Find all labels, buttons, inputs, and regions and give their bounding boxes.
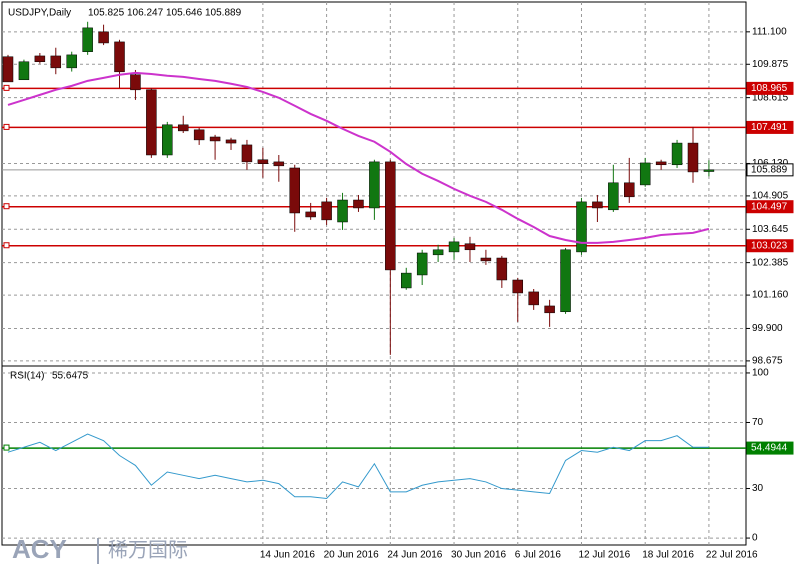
candle-body <box>162 124 173 156</box>
candle-body <box>130 74 141 91</box>
candle-body <box>321 201 332 221</box>
level-marker <box>3 84 10 91</box>
candle-body <box>66 54 77 69</box>
candle-body <box>114 41 125 73</box>
level-label: 104.497 <box>751 201 788 212</box>
header-ohlc: 105.889 <box>205 8 242 19</box>
candle-body <box>369 161 380 209</box>
y-tick-label: 98.675 <box>752 356 783 367</box>
header-ohlc: 105.825 <box>88 8 125 19</box>
x-tick-label: 12 Jul 2016 <box>578 550 630 561</box>
header-ohlc: 106.247 <box>127 8 164 19</box>
candle-body <box>496 257 508 281</box>
candle-body <box>146 89 157 156</box>
x-tick-label: 18 Jul 2016 <box>642 550 694 561</box>
header-ohlc: 105.646 <box>166 8 203 19</box>
rsi-line <box>7 433 709 499</box>
candle-body <box>703 169 715 172</box>
logo-cn: 稀万国际 <box>108 538 188 561</box>
candle-body <box>671 142 683 166</box>
plot-frame <box>1 1 747 546</box>
candle-body <box>289 167 300 214</box>
candle-body <box>687 142 699 173</box>
y-tick-label: 99.900 <box>752 323 783 334</box>
candle-body <box>528 291 539 306</box>
y-tick-label: 111.100 <box>752 26 787 37</box>
candle-body <box>225 139 237 144</box>
y-tick-label: 70 <box>752 417 764 428</box>
level-label-box <box>746 441 794 455</box>
candle-body <box>512 279 524 294</box>
level-label: 108.965 <box>751 83 788 94</box>
candle-body <box>655 161 667 166</box>
level-label-box <box>746 163 794 177</box>
rsi-current: 55.6475 <box>52 371 89 382</box>
level-marker <box>3 242 10 249</box>
level-marker <box>3 203 10 210</box>
candle-body <box>241 144 253 163</box>
level-label: 107.491 <box>751 122 788 133</box>
y-tick-label: 101.160 <box>752 290 789 301</box>
candle-body <box>432 249 444 256</box>
level-label-box <box>746 239 794 253</box>
y-tick-label: 102.385 <box>752 257 789 268</box>
candle-body <box>608 182 619 211</box>
candle-body <box>576 201 587 253</box>
candle-body <box>639 162 651 186</box>
candle-body <box>353 199 364 209</box>
candle-body <box>193 129 205 141</box>
level-label: 103.023 <box>751 240 788 251</box>
y-tick-label: 109.875 <box>752 59 789 70</box>
candle-body <box>98 31 109 44</box>
candle-body <box>177 124 189 132</box>
candle-body <box>448 241 460 253</box>
candle-body <box>385 161 396 271</box>
candle-body <box>257 159 269 164</box>
candle-body <box>624 182 635 198</box>
y-tick-label: 108.615 <box>752 92 789 103</box>
level-label-box <box>746 200 794 214</box>
symbol: USDJPY,Daily <box>8 8 71 19</box>
y-tick-label: 100 <box>752 368 769 379</box>
level-label: 54.4944 <box>751 443 788 454</box>
level-marker <box>3 444 10 451</box>
y-tick-label: 30 <box>752 483 764 494</box>
x-tick-label: 22 Jul 2016 <box>706 550 758 561</box>
rsi-title: RSI(14) <box>10 371 44 382</box>
candle-body <box>592 201 603 209</box>
candle-body <box>416 252 428 276</box>
level-label-box <box>746 81 794 95</box>
x-tick-label: 14 Jun 2016 <box>260 550 315 561</box>
candle-body <box>50 55 62 69</box>
candle-body <box>82 27 93 52</box>
candle-body <box>273 161 285 167</box>
candle-body <box>34 55 46 63</box>
y-tick-label: 0 <box>752 533 758 544</box>
candle-body <box>544 305 555 314</box>
candle-body <box>480 257 492 262</box>
level-label-box <box>746 120 794 134</box>
logo: ACY <box>12 534 67 564</box>
candle-body <box>18 61 30 81</box>
candle-body <box>209 136 221 142</box>
candle-body <box>464 243 476 251</box>
y-tick-label: 104.905 <box>752 191 789 202</box>
x-tick-label: 20 Jun 2016 <box>324 550 379 561</box>
level-marker <box>3 123 10 130</box>
x-tick-label: 24 Jun 2016 <box>387 550 442 561</box>
moving-average <box>7 71 710 244</box>
candle-body <box>401 272 412 289</box>
y-tick-label: 103.645 <box>752 224 789 235</box>
level-label: 105.889 <box>751 164 788 175</box>
x-tick-label: 6 Jul 2016 <box>515 550 562 561</box>
x-tick-label: 30 Jun 2016 <box>451 550 506 561</box>
candle-body <box>337 199 348 223</box>
candle-body <box>560 249 571 313</box>
candle-body <box>305 211 316 218</box>
candle-body <box>2 56 14 83</box>
